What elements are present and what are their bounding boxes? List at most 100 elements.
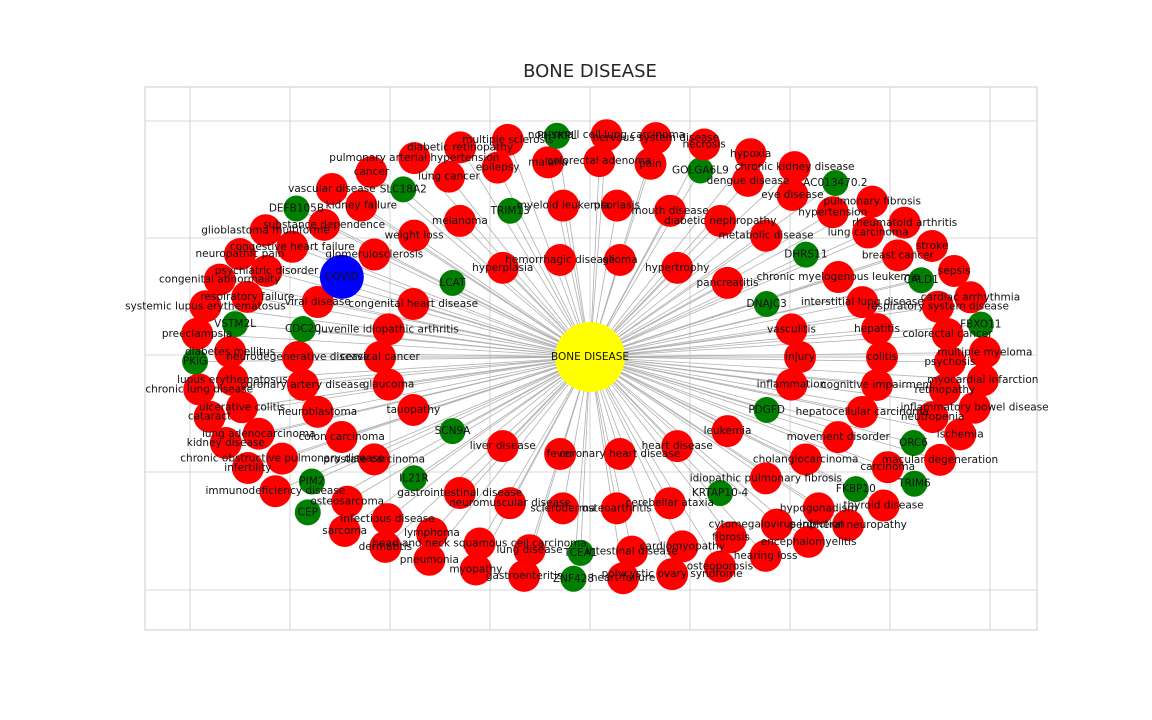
label-respiratory-system-disease: respiratory system disease — [867, 301, 1009, 313]
label-fever: fever — [547, 448, 575, 460]
node-psoriasis — [601, 189, 634, 222]
label-intestinal-disease: intestinal disease — [586, 546, 678, 558]
edge-chronic-kidney-disease — [589, 166, 795, 358]
label-vascular-disease: vascular disease — [288, 183, 375, 195]
node-hearing-loss — [749, 539, 782, 572]
label-tcea1: TCEA1 — [563, 547, 598, 559]
label-eye-disease: eye disease — [761, 189, 823, 201]
label-gastrointestinal-disease: gastrointestinal disease — [397, 487, 522, 499]
node-heart-failure — [607, 562, 640, 595]
edge-phykpl — [556, 135, 591, 358]
label-peripheral-neuropathy: peripheral neuropathy — [789, 519, 907, 531]
label-idiopathic-pulmonary-fibrosis: idiopathic pulmonary fibrosis — [690, 472, 842, 484]
node-hepatitis — [861, 313, 894, 346]
node-hypertension — [816, 196, 849, 229]
label-heart-disease: heart disease — [642, 440, 713, 452]
label-diabetic-nephropathy: diabetic nephropathy — [664, 215, 776, 227]
node-golga6l9 — [687, 157, 714, 184]
node-intestinal-disease — [615, 535, 648, 568]
node-cep — [294, 499, 321, 526]
label-cognitive-impairment: cognitive impairment — [821, 379, 933, 391]
label-ulcerative-colitis: ulcerative colitis — [199, 401, 285, 413]
label-osteoporosis: osteoporosis — [687, 561, 753, 573]
node-multiple-sclerosis — [491, 123, 524, 156]
edge-cancer — [371, 171, 591, 358]
label-il21r: IL21R — [399, 472, 429, 484]
label-psychiatric-disorder: psychiatric disorder — [215, 265, 319, 277]
label-coronary-artery-disease: coronary artery disease — [241, 379, 366, 391]
label-chronic-lung-disease: chronic lung disease — [145, 383, 253, 395]
label-cardiac-arrhythmia: cardiac arrhythmia — [921, 291, 1020, 303]
node-lung-cancer — [433, 160, 466, 193]
label-viral-disease: viral disease — [285, 296, 351, 308]
edge-il21r — [413, 356, 591, 479]
label-cancer: cancer — [354, 166, 390, 178]
node-lung-disease — [513, 534, 546, 567]
node-cervical-cancer — [364, 341, 396, 373]
label-chronic-obstructive-pulmonary-disease: chronic obstructive pulmonary disease — [180, 453, 384, 465]
label-lcat: LCAT — [439, 277, 466, 289]
node-glaucoma — [372, 368, 405, 401]
label-znf428: ZNF428 — [553, 573, 594, 585]
edges — [195, 135, 985, 579]
label-carcinoma: carcinoma — [860, 461, 915, 473]
label-respiratory-failure: respiratory failure — [200, 291, 294, 303]
label-encephalomyelitis: encephalomyelitis — [761, 536, 857, 548]
node-interstitial-lung-disease — [846, 286, 879, 319]
node-vstm2l — [222, 311, 249, 338]
label-hepatitis: hepatitis — [854, 323, 900, 335]
label-hemorrhagic-disease: hemorrhagic disease — [505, 254, 615, 266]
edge-hepatitis — [589, 328, 878, 358]
node-diabetes-mellitus — [214, 335, 247, 368]
chart-title: BONE DISEASE — [523, 61, 657, 82]
node-kidney-disease — [209, 427, 242, 460]
node-pancreatitis — [711, 266, 744, 299]
node-malaria — [532, 146, 565, 179]
label-golga6l9: GOLGA6L9 — [672, 164, 729, 176]
label-orc6: ORC6 — [899, 437, 928, 449]
label-lung-adenocarcinoma: lung adenocarcinoma — [202, 428, 316, 440]
node-cataract — [193, 400, 226, 433]
node-cancer — [355, 156, 388, 189]
label-cervical-cancer: cervical cancer — [340, 351, 420, 363]
edge-infectious-disease — [387, 356, 591, 520]
node-lcat — [439, 269, 466, 296]
edge-dhrs11 — [589, 254, 807, 358]
node-scn9a — [439, 418, 466, 445]
nodes — [181, 119, 1001, 595]
label-pneumonia: pneumonia — [400, 554, 459, 566]
label-necrosis: necrosis — [683, 138, 726, 150]
edge-vascular-disease — [331, 188, 591, 358]
label-gastroenteritis: gastroenteritis — [486, 570, 563, 582]
node-trim13 — [497, 197, 524, 224]
label-hepatocellular-carcinoma: hepatocellular carcinoma — [796, 406, 929, 418]
label-colon-carcinoma: colon carcinoma — [299, 431, 385, 443]
label-coronary-heart-disease: coronary heart disease — [559, 448, 680, 460]
node-pim2 — [298, 468, 325, 495]
label-phykpl: PHYKPL — [537, 130, 577, 142]
label-systemic-lupus-erythematosus: systemic lupus erythematosus — [125, 300, 286, 312]
node-scleroderma — [546, 492, 579, 525]
node-psychosis — [933, 346, 966, 379]
node-hypoxia — [734, 138, 767, 171]
label-center: BONE DISEASE — [551, 351, 629, 363]
node-liver-disease — [486, 430, 519, 463]
node-psychiatric-disorder — [250, 254, 283, 287]
node-pneumonia — [413, 543, 446, 576]
node-tcea1 — [567, 539, 594, 566]
node-glioma — [603, 243, 636, 276]
label-scleroderma: scleroderma — [530, 502, 595, 514]
edge-ac013470-2 — [589, 182, 836, 358]
node-cald1 — [908, 267, 935, 294]
label-prostate-carcinoma: prostate carcinoma — [323, 453, 425, 465]
node-coronary-heart-disease — [603, 438, 636, 471]
label-slc18a2: SLC18A2 — [380, 183, 427, 195]
edge-fibrosis — [589, 356, 732, 538]
label-mouth-disease: mouth disease — [631, 205, 708, 217]
node-immunodeficiency-disease — [259, 475, 292, 508]
node-diabetic-nephropathy — [704, 204, 737, 237]
label-metabolic-disease: metabolic disease — [718, 230, 813, 242]
label-diabetic-retinopathy: diabetic retinopathy — [407, 141, 513, 153]
label-lymphoma: lymphoma — [404, 527, 460, 539]
edge-movement-disorder — [589, 356, 839, 438]
